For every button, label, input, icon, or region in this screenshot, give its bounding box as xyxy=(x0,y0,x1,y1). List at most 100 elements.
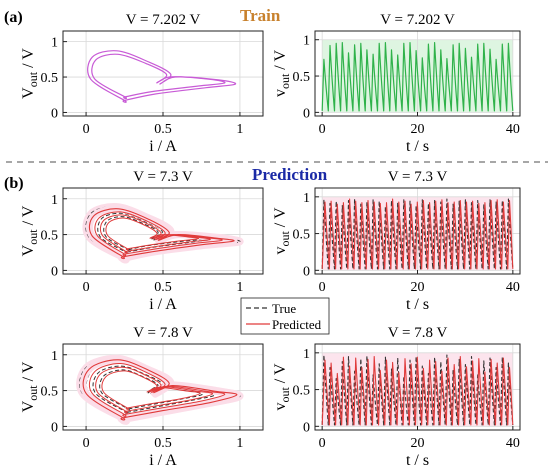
y-tick-label: 0 xyxy=(51,264,58,279)
y-tick-label: 0 xyxy=(303,420,310,435)
predicted-series-inner xyxy=(88,362,226,417)
y-tick-label: 0.5 xyxy=(41,385,59,400)
legend-predicted-label: Predicted xyxy=(272,317,322,332)
x-tick-label: 40 xyxy=(506,122,520,137)
x-tick-label: 40 xyxy=(506,280,520,295)
true-series xyxy=(321,354,514,426)
x-tick-label: 1 xyxy=(236,436,243,451)
y-tick-label: 1 xyxy=(51,349,58,364)
predicted-series-inner xyxy=(105,217,200,251)
predicted-series xyxy=(88,208,235,260)
predicted-series xyxy=(82,359,238,421)
x-tick-label: 0 xyxy=(319,436,326,451)
y-tick-label: 0 xyxy=(51,420,58,435)
y-axis-label-subscript: out xyxy=(278,387,292,403)
y-tick-label: 0.5 xyxy=(293,228,311,243)
x-tick-label: 0 xyxy=(83,436,90,451)
y-tick-label: 0.5 xyxy=(293,384,311,399)
x-tick-label: 20 xyxy=(411,280,425,295)
y-tick-label: 0 xyxy=(51,106,58,121)
x-tick-label: 0 xyxy=(83,122,90,137)
prediction-section-title: Prediction xyxy=(252,165,328,184)
y-tick-label: 0 xyxy=(303,264,310,279)
x-tick-label: 0 xyxy=(319,122,326,137)
predicted-series-inner xyxy=(95,366,214,414)
x-tick-label: 0.5 xyxy=(154,436,172,451)
x-axis-label: i / A xyxy=(149,296,177,313)
y-tick-label: 0.5 xyxy=(41,71,59,86)
y-axis-label-subscript: out xyxy=(26,71,40,87)
predicted-series-inner xyxy=(99,214,211,254)
predicted-series-inner xyxy=(101,370,201,410)
true-series xyxy=(321,198,514,270)
legend: True Predicted xyxy=(240,297,330,335)
x-axis-label: i / A xyxy=(149,138,177,155)
train-series xyxy=(87,50,237,103)
train-section-title: Train xyxy=(240,6,281,25)
train-series-inner-loop xyxy=(91,53,226,100)
y-axis-label-main: V xyxy=(20,87,37,99)
y-axis-label-unit: / V xyxy=(20,361,37,385)
y-tick-label: 1 xyxy=(51,36,58,51)
x-tick-label: 40 xyxy=(506,436,520,451)
y-axis-label: Vout / V xyxy=(20,361,40,412)
chart-a-time: 0 20 40 0 0.5 1 V = 7.202 V t / s vout / V xyxy=(272,12,521,155)
y-axis-label: vout / V xyxy=(272,363,292,411)
chart-title: V = 7.202 V xyxy=(380,12,455,28)
x-tick-label: 0 xyxy=(83,280,90,295)
y-tick-label: 1 xyxy=(303,191,310,206)
legend-box xyxy=(240,297,330,335)
chart-b1-phase: 0 0.5 1 0 0.5 1 V = 7.3 V i / A Vout / V xyxy=(20,169,264,313)
y-axis-label-subscript: out xyxy=(26,385,40,401)
x-axis-label: t / s xyxy=(406,138,429,155)
y-axis-label-unit: / V xyxy=(272,50,289,74)
train-series xyxy=(321,42,514,112)
predicted-series xyxy=(321,198,514,270)
x-tick-label: 20 xyxy=(411,122,425,137)
legend-true-label: True xyxy=(272,301,296,316)
x-tick-label: 20 xyxy=(411,436,425,451)
y-tick-label: 0 xyxy=(303,106,310,121)
y-axis-label-subscript: out xyxy=(26,229,40,245)
y-axis-label-main: v xyxy=(272,247,289,255)
y-axis-label-unit: / V xyxy=(272,363,289,387)
y-axis-label-unit: / V xyxy=(272,207,289,231)
y-axis-label-main: v xyxy=(272,89,289,97)
y-tick-label: 0.5 xyxy=(293,70,311,85)
panel-label-a: (a) xyxy=(4,9,23,26)
y-axis-label-main: V xyxy=(20,244,37,256)
y-axis-label-main: V xyxy=(20,400,37,412)
x-tick-label: 1 xyxy=(236,280,243,295)
chart-b2-phase: 0 0.5 1 0 0.5 1 V = 7.8 V i / A Vout / V xyxy=(20,325,264,469)
y-axis-label-main: v xyxy=(272,403,289,411)
chart-title: V = 7.202 V xyxy=(126,12,201,28)
y-axis-label: Vout / V xyxy=(20,48,40,99)
x-axis-label: t / s xyxy=(406,452,429,469)
x-tick-label: 0.5 xyxy=(154,280,172,295)
x-axis-label: i / A xyxy=(149,452,177,469)
y-tick-label: 1 xyxy=(303,34,310,49)
y-axis-label-unit: / V xyxy=(20,205,37,229)
y-tick-label: 1 xyxy=(303,347,310,362)
y-axis-label: vout / V xyxy=(272,207,292,255)
chart-title: V = 7.8 V xyxy=(133,325,193,341)
y-axis-label: vout / V xyxy=(272,50,292,98)
predicted-series xyxy=(321,355,514,426)
x-tick-label: 0.5 xyxy=(154,122,172,137)
x-axis-label: t / s xyxy=(406,296,429,313)
x-tick-label: 0 xyxy=(319,280,326,295)
panel-label-b: (b) xyxy=(4,175,24,192)
y-axis-label-subscript: out xyxy=(278,231,292,247)
x-tick-label: 1 xyxy=(236,122,243,137)
chart-a-phase: 0 0.5 1 0 0.5 1 V = 7.202 V i / A Vout / V xyxy=(20,12,264,155)
chart-title: V = 7.3 V xyxy=(388,169,448,185)
chart-b2-time: 0 20 40 0 0.5 1 V = 7.8 V t / s vout / V xyxy=(272,325,521,469)
chart-b1-time: 0 20 40 0 0.5 1 V = 7.3 V t / s vout / V xyxy=(272,169,521,313)
y-tick-label: 1 xyxy=(51,193,58,208)
predicted-series-inner xyxy=(94,211,223,257)
chart-title: V = 7.8 V xyxy=(388,325,448,341)
y-tick-label: 0.5 xyxy=(41,229,59,244)
y-axis-label-subscript: out xyxy=(278,73,292,89)
